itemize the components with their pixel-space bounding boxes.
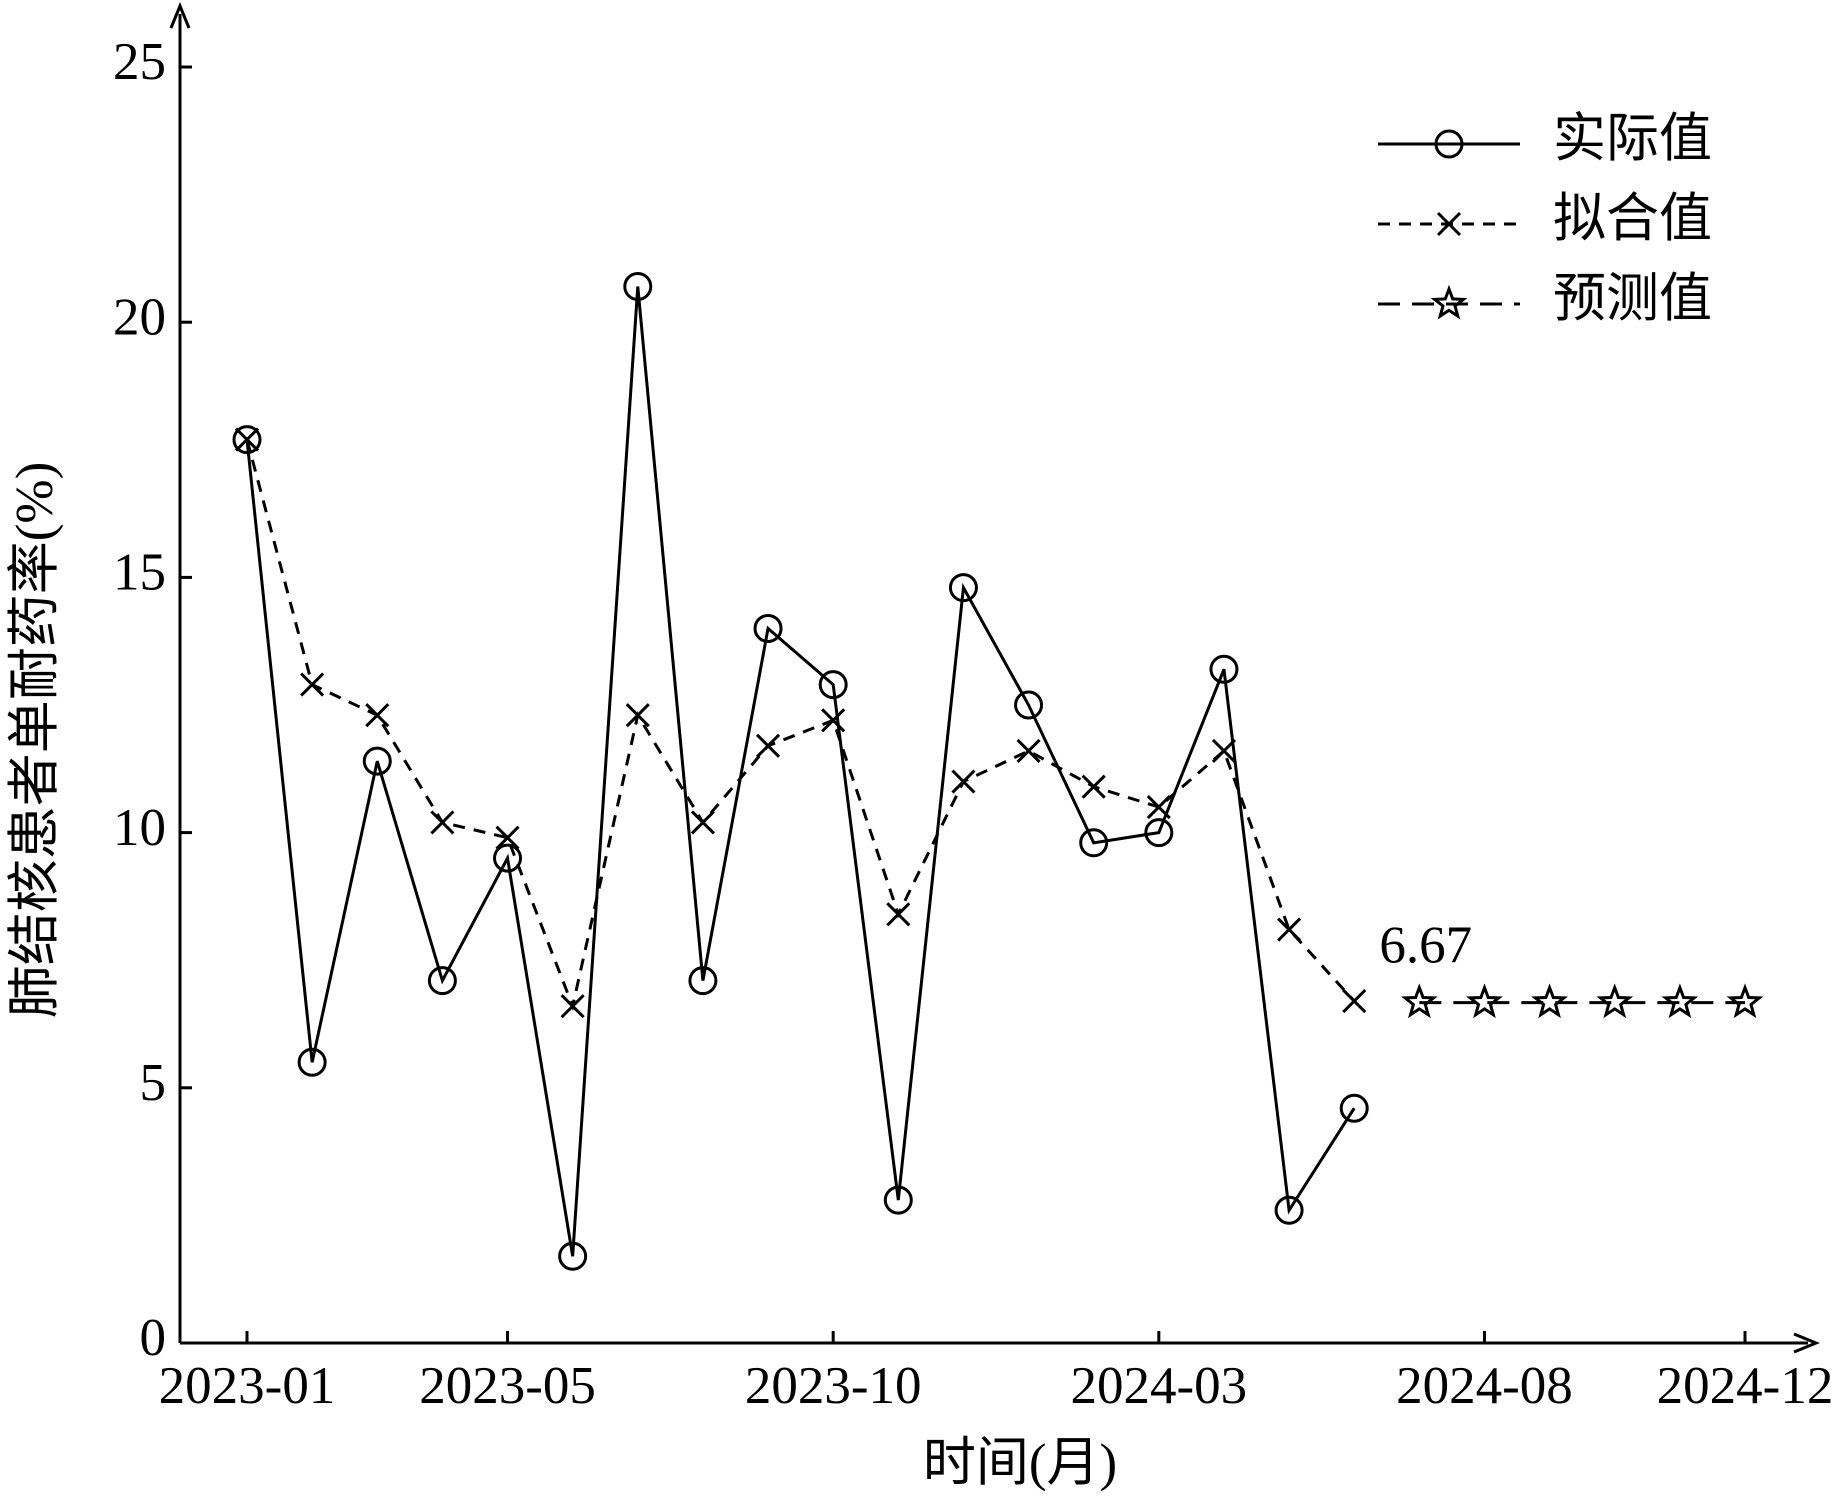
x-tick-label: 2023-05 (419, 1357, 596, 1415)
marker-x (1146, 795, 1171, 820)
y-tick-label: 15 (113, 544, 166, 602)
x-tick-label: 2024-08 (1396, 1357, 1573, 1415)
marker-x (1016, 738, 1041, 763)
marker-x (300, 672, 325, 697)
marker-x (430, 810, 455, 835)
marker-x (1081, 774, 1106, 799)
marker-x (234, 427, 260, 452)
marker-circle (1144, 818, 1174, 848)
legend-marker (1436, 211, 1462, 237)
marker-circle (883, 1185, 913, 1215)
marker-x (625, 703, 650, 728)
marker-star (1400, 983, 1438, 1019)
marker-star (1661, 983, 1699, 1019)
marker-star (1531, 983, 1569, 1019)
marker-circle (493, 843, 523, 873)
marker-x (1277, 917, 1302, 942)
marker-x (560, 994, 585, 1019)
y-tick-label: 10 (113, 799, 166, 857)
legend-label: 拟合值 (1553, 190, 1712, 248)
marker-circle (427, 966, 457, 996)
data-label: 6.67 (1379, 917, 1472, 975)
marker-circle (297, 1047, 327, 1077)
marker-circle (1339, 1093, 1369, 1123)
marker-x (495, 825, 520, 850)
marker-circle (362, 746, 392, 776)
y-tick-label: 0 (140, 1309, 167, 1367)
marker-x (1342, 988, 1367, 1014)
legend-label: 实际值 (1553, 110, 1712, 168)
marker-x (886, 902, 911, 927)
x-tick-label: 2023-10 (745, 1357, 922, 1415)
marker-x (951, 769, 976, 794)
series-line (245, 286, 1356, 1257)
marker-circle (1209, 654, 1239, 684)
x-axis-arrow (1793, 1332, 1820, 1354)
marker-circle (948, 573, 978, 603)
x-axis-label: 时间(月) (923, 1434, 1117, 1492)
legend-label: 预测值 (1553, 270, 1712, 328)
y-tick-label: 25 (113, 33, 166, 91)
marker-circle (688, 966, 718, 996)
x-tick-label: 2024-12 (1657, 1357, 1834, 1415)
marker-circle (232, 425, 262, 455)
marker-x (365, 703, 390, 728)
x-tick-label: 2023-01 (159, 1357, 336, 1415)
marker-circle (1014, 690, 1044, 720)
marker-circle (558, 1241, 588, 1271)
y-axis-label: 肺结核患者单耐药率(%) (6, 462, 64, 1018)
legend-marker (1434, 129, 1464, 159)
marker-circle (623, 271, 653, 301)
marker-x (690, 810, 715, 835)
marker-circle (753, 613, 783, 643)
marker-circle (1079, 828, 1109, 858)
y-tick-label: 20 (113, 288, 166, 346)
marker-star (1466, 983, 1503, 1019)
y-axis-arrow (169, 2, 191, 29)
series-line (245, 439, 1356, 1012)
marker-circle (818, 670, 848, 700)
marker-circle (1274, 1195, 1304, 1225)
marker-x (821, 708, 846, 733)
x-tick-label: 2024-03 (1070, 1357, 1247, 1415)
marker-x (755, 733, 781, 758)
legend-marker (1430, 284, 1468, 320)
marker-star (1726, 983, 1764, 1019)
marker-star (1596, 983, 1634, 1019)
marker-x (1211, 738, 1237, 763)
y-tick-label: 5 (140, 1054, 167, 1112)
